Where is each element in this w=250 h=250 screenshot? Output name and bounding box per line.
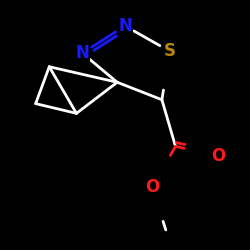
Text: N: N <box>118 17 132 35</box>
Text: S: S <box>164 42 176 60</box>
Text: O: O <box>145 178 159 196</box>
Text: N: N <box>75 44 89 62</box>
Text: O: O <box>211 147 225 165</box>
